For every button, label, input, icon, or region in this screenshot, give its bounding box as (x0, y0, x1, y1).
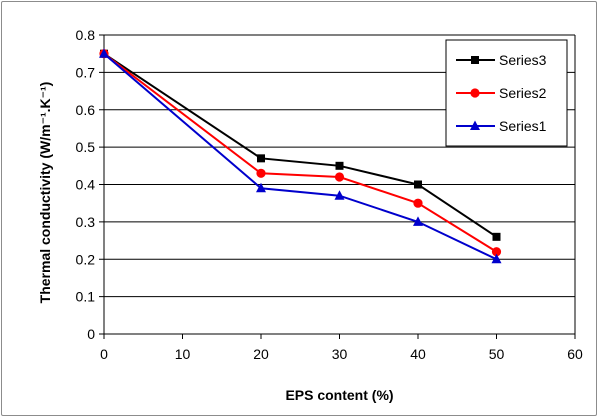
data-point (413, 216, 423, 226)
data-point (256, 182, 266, 193)
series-series1 (99, 48, 502, 264)
legend-label: Series3 (499, 52, 547, 68)
series-series2 (99, 49, 502, 257)
y-tick-label: 0.4 (76, 177, 96, 193)
y-tick-labels: 0 0.1 0.2 0.3 0.4 0.5 0.6 0.7 0.8 (76, 27, 96, 342)
x-tick-label: 40 (410, 346, 426, 362)
x-axis-title: EPS content (%) (285, 387, 393, 403)
data-point (413, 198, 423, 208)
legend-marker (470, 120, 480, 130)
series-line (103, 52, 498, 238)
x-tick-label: 60 (567, 346, 583, 362)
data-point (491, 247, 502, 257)
data-point (491, 253, 502, 264)
x-tick-label: 20 (253, 346, 269, 362)
y-tick-label: 0.3 (76, 214, 96, 230)
y-tick-label: 0 (87, 326, 95, 342)
y-tick-label: 0.2 (76, 251, 96, 267)
legend-marker (470, 88, 480, 98)
y-axis-title: Thermal conductivity (W/m⁻¹.K⁻¹) (37, 82, 53, 304)
legend: Series3 Series2 Series1 (445, 39, 568, 147)
x-tick-label: 50 (489, 346, 505, 362)
legend-item: Series3 (456, 52, 547, 68)
y-tick-label: 0.1 (76, 289, 96, 305)
y-tick-label: 0.7 (76, 64, 96, 80)
series-series3 (100, 49, 501, 241)
x-tick-label: 0 (100, 346, 108, 362)
y-tick-label: 0.8 (76, 27, 96, 43)
data-point (334, 172, 345, 182)
axes (99, 34, 576, 339)
data-point (257, 154, 265, 163)
data-point (492, 232, 501, 241)
legend-label: Series2 (499, 85, 547, 101)
legend-box (445, 39, 568, 147)
data-point (335, 161, 344, 170)
x-tick-label: 30 (332, 346, 348, 362)
legend-marker (471, 56, 479, 64)
y-tick-label: 0.5 (76, 139, 96, 155)
y-tick-label: 0.6 (76, 102, 96, 118)
series-line (103, 52, 497, 261)
x-tick-label: 10 (175, 346, 191, 362)
data-point (414, 180, 422, 189)
series-group (99, 48, 502, 264)
legend-item: Series2 (456, 85, 547, 101)
data-point (334, 190, 345, 200)
legend-item: Series1 (456, 118, 547, 134)
legend-label: Series1 (499, 118, 547, 134)
data-point (99, 48, 109, 58)
x-tick-labels: 0 10 20 30 40 50 60 (100, 346, 583, 362)
data-point (256, 168, 266, 178)
